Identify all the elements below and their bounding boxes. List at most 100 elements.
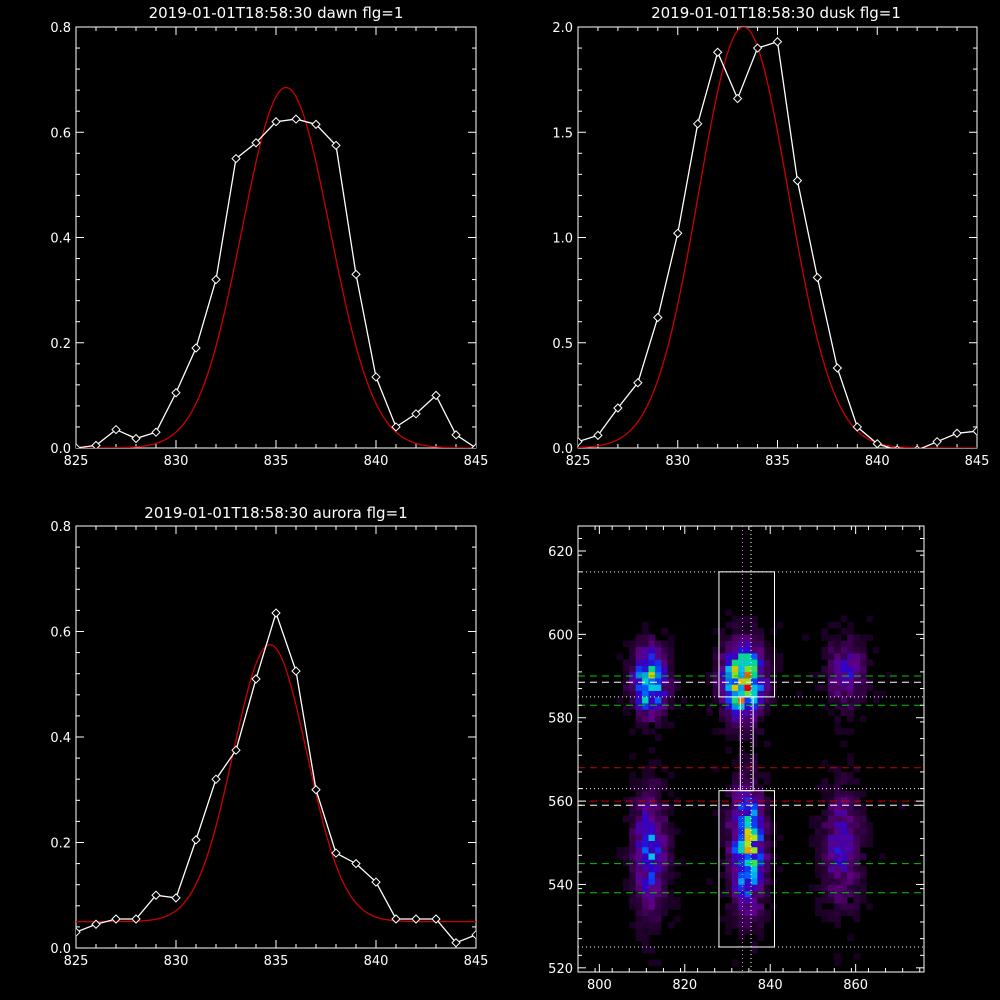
image-pixel (751, 659, 758, 666)
image-pixel (661, 803, 669, 810)
image-pixel (661, 834, 669, 841)
image-pixel (654, 715, 662, 723)
image-pixel (622, 684, 630, 691)
image-pixel (731, 878, 739, 885)
image-pixel (718, 809, 726, 816)
image-pixel (815, 871, 822, 879)
image-pixel (654, 696, 662, 704)
image-pixel (731, 871, 739, 879)
image-pixel (667, 771, 675, 779)
image-pixel (706, 678, 713, 685)
image-pixel (821, 828, 829, 835)
image-pixel (757, 834, 765, 841)
image-pixel (757, 884, 765, 892)
image-pixel (738, 803, 745, 810)
image-pixel (763, 909, 771, 917)
image-pixel (847, 853, 854, 860)
image-pixel (847, 871, 854, 879)
image-pixel (725, 853, 733, 860)
image-pixel (725, 828, 733, 835)
image-pixel (827, 878, 835, 885)
image-pixel (744, 653, 752, 660)
image-pixel (847, 665, 854, 673)
image-pixel (731, 721, 739, 729)
image-pixel (751, 859, 758, 867)
image-pixel (622, 709, 630, 716)
image-pixel (731, 834, 739, 841)
image-pixel (821, 778, 829, 785)
image-pixel (859, 896, 867, 904)
image-pixel (763, 815, 771, 823)
image-pixel (853, 865, 861, 873)
image-pixel (757, 846, 765, 854)
image-pixel (853, 665, 861, 673)
image-pixel (642, 909, 649, 917)
image-pixel (834, 840, 842, 848)
image-pixel (751, 703, 758, 710)
image-pixel (847, 646, 854, 654)
image-pixel (731, 615, 739, 623)
image-pixel (827, 865, 835, 873)
image-pixel (661, 809, 669, 816)
image-pixel (757, 728, 765, 735)
image-pixel (757, 909, 765, 917)
image-pixel (642, 796, 649, 804)
image-pixel (667, 696, 675, 704)
image-pixel (648, 690, 656, 698)
data-point (451, 430, 461, 440)
image-pixel (847, 759, 854, 766)
image-pixel (731, 621, 739, 629)
data-point (211, 274, 221, 285)
data-point (91, 919, 101, 929)
y-tick-label: 0.2 (50, 837, 71, 852)
image-pixel (847, 803, 854, 810)
data-point (471, 930, 476, 940)
image-pixel (648, 640, 656, 648)
image-pixel (738, 746, 745, 754)
image-pixel (847, 690, 854, 698)
image-pixel (853, 903, 861, 910)
image-pixel (661, 715, 669, 723)
image-pixel (648, 871, 656, 879)
image-pixel (667, 871, 675, 879)
data-point (351, 858, 361, 869)
image-pixel (674, 684, 681, 691)
image-pixel (744, 890, 752, 898)
image-pixel (738, 865, 745, 873)
image-pixel (853, 915, 861, 923)
image-pixel (654, 659, 662, 666)
image-pixel (827, 809, 835, 816)
image-pixel (667, 865, 675, 873)
image-pixel (738, 759, 745, 766)
image-pixel (834, 646, 842, 654)
image-pixel (744, 915, 752, 923)
image-pixel (731, 653, 739, 660)
data-point (91, 440, 101, 448)
image-pixel (763, 890, 771, 898)
image-pixel (648, 653, 656, 660)
image-pixel (847, 840, 854, 848)
image-pixel (738, 640, 745, 648)
image-pixel (763, 846, 771, 854)
image-pixel (642, 946, 649, 954)
image-pixel (834, 703, 842, 710)
image-pixel (770, 653, 777, 660)
image-pixel (840, 821, 848, 829)
image-pixel (744, 790, 752, 798)
image-pixel (808, 671, 816, 679)
image-pixel (654, 709, 662, 716)
image-pixel (725, 909, 733, 917)
image-pixel (731, 784, 739, 791)
data-point (732, 93, 743, 104)
image-pixel (738, 909, 745, 917)
image-pixel (635, 846, 643, 854)
image-pixel (744, 715, 752, 723)
image-pixel (821, 859, 829, 867)
image-pixel (622, 815, 630, 823)
image-pixel (667, 890, 675, 898)
image-pixel (629, 678, 636, 685)
image-pixel (648, 921, 656, 929)
image-pixel (840, 846, 848, 854)
image-pixel (815, 684, 822, 691)
data-point (914, 445, 920, 448)
